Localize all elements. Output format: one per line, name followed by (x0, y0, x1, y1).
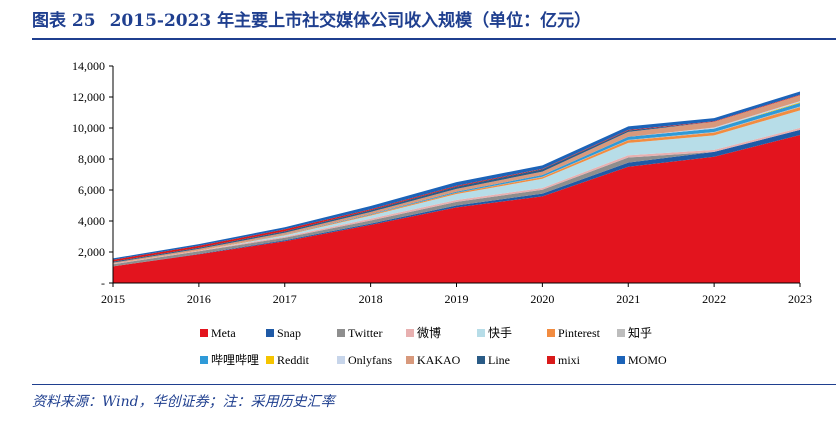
legend-label-8: Reddit (277, 353, 310, 367)
legend-label-2: Twitter (348, 326, 382, 340)
legend-swatch-6 (617, 329, 625, 337)
legend-swatch-10 (406, 356, 414, 364)
x-tick-label: 2021 (616, 292, 640, 306)
legend-label-0: Meta (211, 326, 236, 340)
area-series-4 (113, 110, 800, 264)
legend-label-3: 微博 (417, 325, 441, 340)
legend-swatch-1 (266, 329, 274, 337)
legend-label-4: 快手 (488, 326, 512, 340)
legend-label-11: Line (488, 353, 510, 367)
y-tick-label: - (101, 276, 105, 290)
legend-label-6: 知乎 (628, 326, 652, 340)
x-tick-label: 2015 (101, 292, 125, 306)
legend-swatch-8 (266, 356, 274, 364)
x-tick-label: 2019 (445, 292, 469, 306)
source-note: 资料来源：Wind，华创证券；注：采用历史汇率 (32, 394, 335, 410)
x-tick-label: 2023 (788, 292, 812, 306)
area-series-1 (113, 129, 800, 267)
legend-swatch-9 (337, 356, 345, 364)
y-tick-label: 4,000 (78, 214, 105, 228)
y-tick-label: 10,000 (72, 121, 105, 135)
area-layer (113, 91, 800, 283)
x-tick-label: 2017 (273, 292, 297, 306)
legend-label-12: mixi (558, 353, 581, 367)
legend-label-13: MOMO (628, 353, 667, 367)
source-rule (32, 384, 836, 385)
legend-label-7: 哔哩哔哩 (211, 353, 259, 367)
figure-label: 图表 25 (32, 11, 96, 31)
figure-title: 图表 25 2015-2023 年主要上市社交媒体公司收入规模（单位：亿元） (32, 6, 832, 36)
legend-swatch-0 (200, 329, 208, 337)
legend-swatch-13 (617, 356, 625, 364)
legend-label-10: KAKAO (417, 353, 461, 367)
legend-swatch-2 (337, 329, 345, 337)
legend-swatch-7 (200, 356, 208, 364)
x-tick-label: 2022 (702, 292, 726, 306)
y-tick-label: 2,000 (78, 245, 105, 259)
legend-swatch-12 (547, 356, 555, 364)
title-rule (32, 38, 836, 40)
x-tick-label: 2016 (187, 292, 211, 306)
legend-label-5: Pinterest (558, 326, 601, 340)
legend-label-1: Snap (277, 326, 301, 340)
figure-title-text: 2015-2023 年主要上市社交媒体公司收入规模（单位：亿元） (109, 11, 592, 31)
legend-swatch-11 (477, 356, 485, 364)
y-tick-label: 6,000 (78, 183, 105, 197)
x-tick-label: 2018 (359, 292, 383, 306)
area-series-0 (113, 135, 800, 283)
axes-layer: - 2,000 4,000 6,000 8,000 10,000 12,000 14,000 2… (72, 59, 812, 306)
legend-swatch-4 (477, 329, 485, 337)
legend-label-9: Onlyfans (348, 353, 392, 367)
legend-swatch-5 (547, 329, 555, 337)
x-tick-label: 2020 (530, 292, 554, 306)
legend-swatch-3 (406, 329, 414, 337)
y-tick-label: 14,000 (72, 59, 105, 73)
y-tick-label: 12,000 (72, 90, 105, 104)
y-tick-label: 8,000 (78, 152, 105, 166)
